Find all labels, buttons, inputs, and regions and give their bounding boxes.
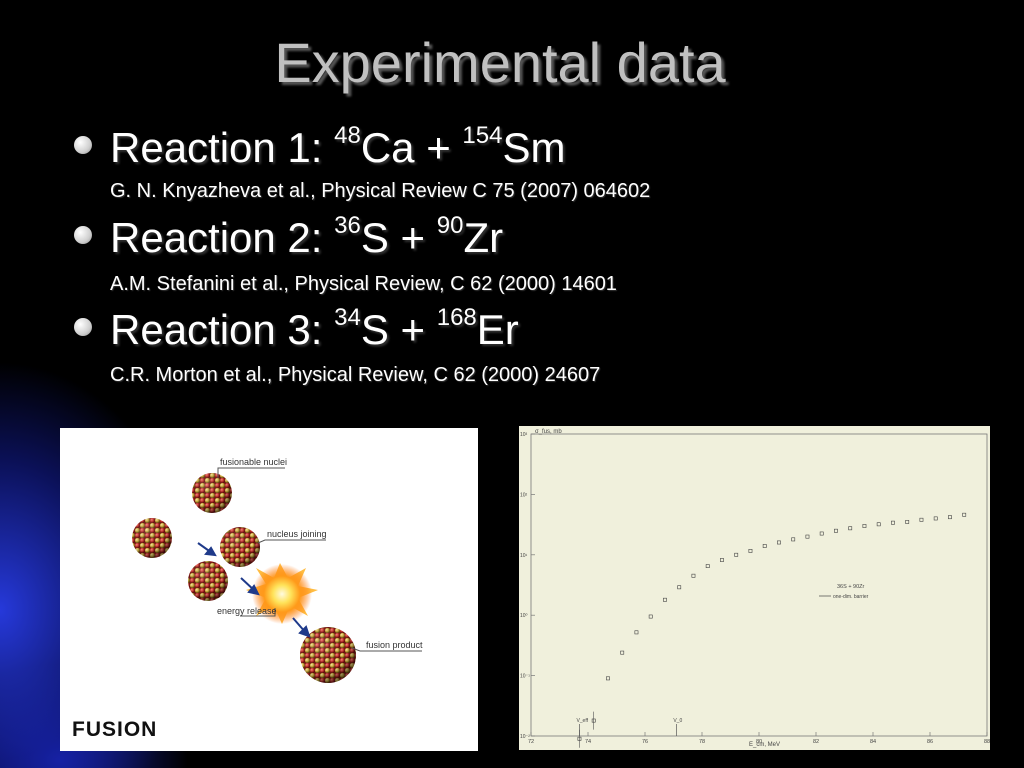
element: Zr: [463, 214, 504, 261]
data-point: [962, 512, 967, 517]
x-tick-label: 82: [813, 739, 819, 745]
x-tick-label: 88: [984, 739, 990, 745]
mass-number: 90: [436, 212, 464, 239]
data-point: [577, 736, 582, 741]
data-point: [591, 718, 596, 723]
data-point: [705, 564, 710, 569]
reaction-prefix: Reaction 3:: [110, 306, 335, 353]
data-point: [834, 528, 838, 533]
nucleus-left: [132, 518, 172, 558]
data-point: [919, 517, 924, 522]
reaction-prefix: Reaction 1:: [110, 124, 335, 171]
bullet-reaction-1: Reaction 1: 48Ca + 154Sm: [74, 122, 566, 172]
x-tick-label: 76: [642, 739, 648, 745]
mass-number: 34: [334, 304, 361, 331]
cross-section-chart: σ_fus, mb E_cm, MeV 36S + 90Zr one-dim. …: [519, 426, 990, 750]
fusion-product-nucleus: [300, 627, 356, 683]
y-tick-label: 10⁻¹: [520, 674, 530, 680]
data-point: [663, 597, 667, 602]
data-point: [677, 585, 682, 590]
nucleus-top: [192, 473, 232, 513]
data-point: [791, 537, 796, 542]
data-point: [720, 558, 724, 562]
mass-number: 36: [334, 212, 361, 239]
bullet-dot-icon: [74, 225, 92, 244]
legend-title: 36S + 90Zr: [837, 584, 865, 590]
legend-entry: one-dim. barrier: [833, 594, 869, 600]
operator: +: [388, 214, 437, 261]
barrier-marker-label: V_eff: [576, 718, 588, 724]
label-energy: energy release: [217, 606, 277, 616]
data-point: [691, 573, 696, 578]
data-point: [762, 544, 767, 548]
y-tick-label: 10⁻²: [520, 734, 530, 740]
barrier-marker-label: V_0: [673, 718, 682, 724]
data-point: [777, 540, 781, 545]
label-leaders: [217, 467, 422, 652]
label-joining: nucleus joining: [267, 529, 327, 539]
data-point: [905, 520, 910, 524]
nucleus-joining-a: [220, 527, 260, 567]
data-point: [933, 516, 938, 521]
fusion-illustration: fusionable nuclei nucleus joining energy…: [60, 428, 478, 751]
operator: +: [414, 124, 463, 171]
element: Er: [476, 306, 519, 353]
bullet-reaction-2: Reaction 2: 36S + 90Zr: [74, 212, 504, 262]
x-tick-label: 74: [585, 739, 591, 745]
x-tick-label: 78: [699, 739, 705, 745]
fusion-diagram: fusionable nuclei nucleus joining energy…: [132, 457, 423, 683]
data-point: [876, 522, 881, 527]
mass-number: 154: [462, 122, 503, 149]
fusion-caption: FUSION: [72, 718, 158, 741]
label-fusionable: fusionable nuclei: [220, 457, 287, 467]
nucleus-joining-b: [188, 561, 228, 601]
mass-number: 48: [334, 122, 361, 149]
bullet-dot-icon: [74, 135, 92, 154]
bullet-reaction-3: Reaction 3: 34S + 168Er: [74, 304, 519, 354]
element: Sm: [502, 124, 566, 171]
data-point: [862, 524, 867, 528]
reference-1: G. N. Knyazheva et al., Physical Review …: [110, 180, 651, 202]
reference-2: A.M. Stefanini et al., Physical Review, …: [110, 273, 617, 295]
y-tick-label: 10¹: [520, 553, 528, 559]
slide-title: Experimental data: [274, 31, 726, 94]
data-point: [848, 526, 853, 531]
mass-number: 168: [436, 304, 477, 331]
plot-frame: [530, 433, 988, 737]
element: S: [360, 306, 389, 353]
data-point: [948, 515, 952, 520]
x-tick-label: 86: [927, 739, 933, 745]
data-point: [648, 614, 653, 619]
data-point: [819, 531, 824, 536]
energy-burst-icon: [246, 563, 318, 624]
data-point: [606, 676, 610, 681]
x-tick-label: 80: [756, 739, 762, 745]
arrow-icons: [197, 542, 311, 638]
chart-svg: σ_fus, mb E_cm, MeV 36S + 90Zr one-dim. …: [520, 429, 990, 748]
data-point: [734, 552, 739, 557]
x-tick-label: 72: [528, 739, 534, 745]
bullet-dot-icon: [74, 317, 92, 336]
x-tick-label: 84: [870, 739, 876, 745]
element: Ca: [360, 124, 415, 171]
data-point: [748, 549, 753, 553]
y-tick-label: 10⁰: [520, 613, 528, 619]
reference-3: C.R. Morton et al., Physical Review, C 6…: [110, 364, 601, 386]
data-point: [634, 630, 639, 635]
y-axis-label: σ_fus, mb: [535, 429, 562, 435]
operator: +: [388, 306, 437, 353]
data-point: [805, 534, 810, 539]
data-point: [891, 520, 895, 525]
label-product: fusion product: [366, 640, 423, 650]
data-point: [620, 650, 625, 655]
x-axis-label: E_cm, MeV: [749, 742, 780, 748]
reaction-prefix: Reaction 2:: [110, 214, 335, 261]
element: S: [360, 214, 389, 261]
y-tick-label: 10²: [520, 492, 528, 498]
y-tick-label: 10³: [520, 432, 528, 438]
